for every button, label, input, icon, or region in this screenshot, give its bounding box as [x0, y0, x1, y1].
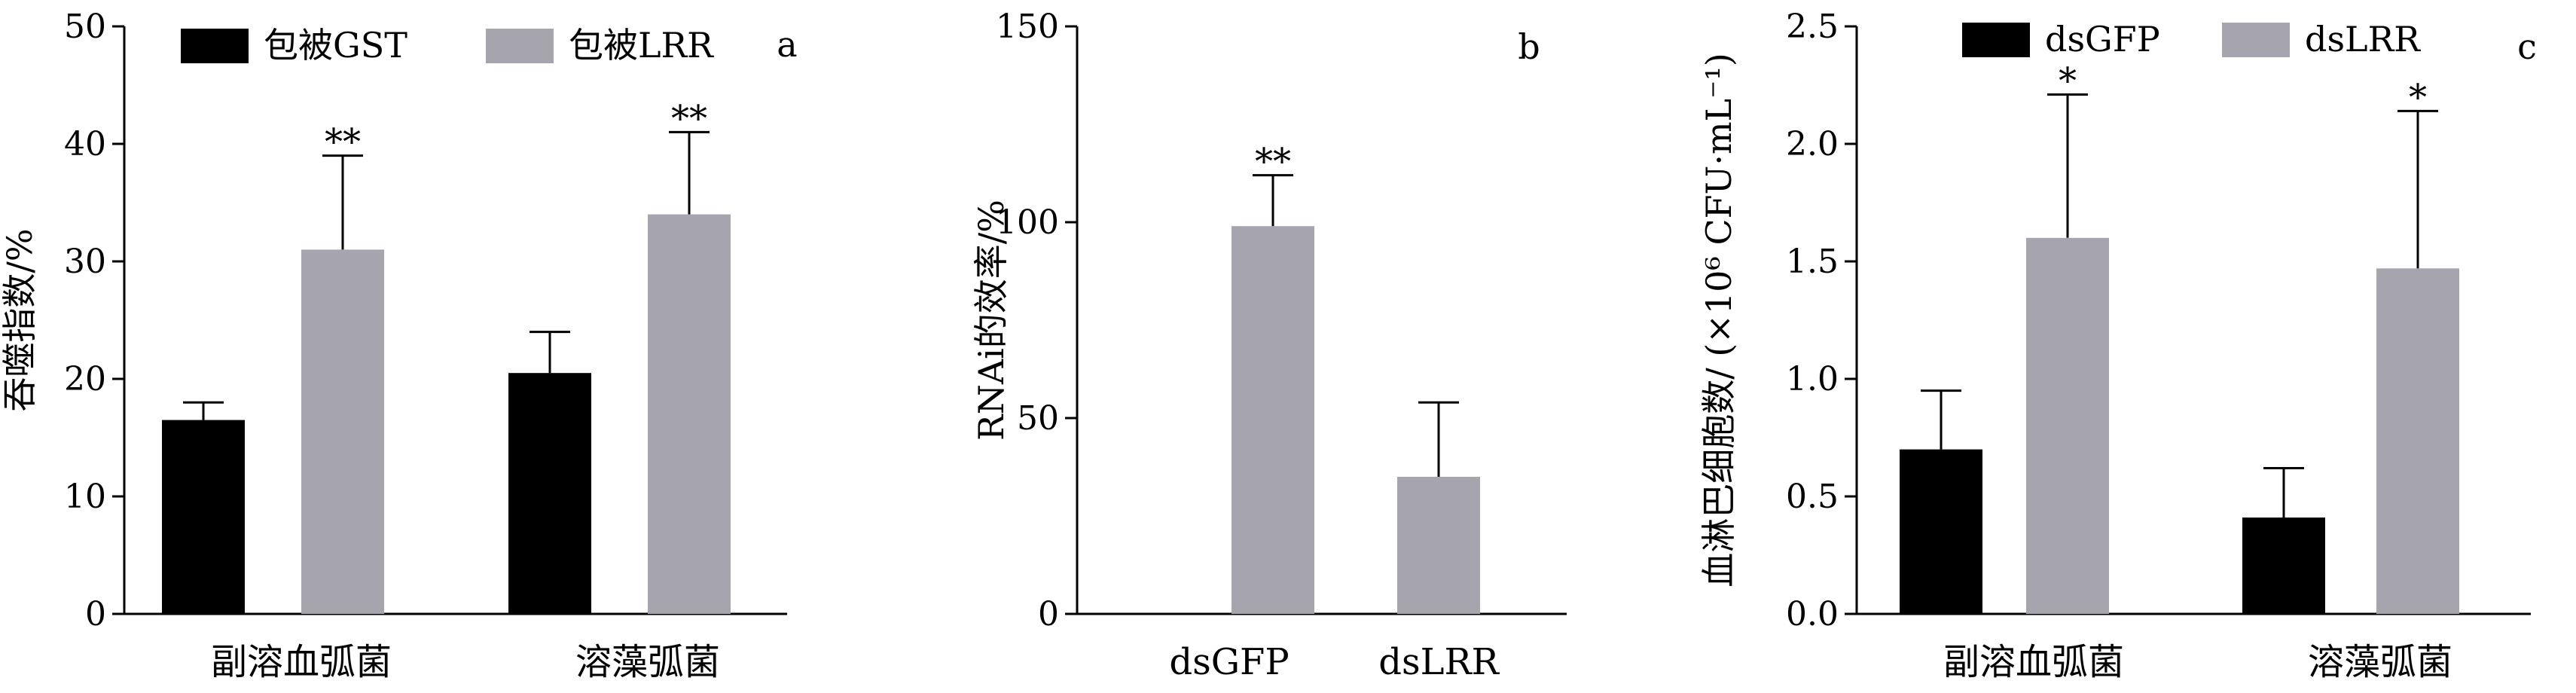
y-tick-label: 2.0	[1786, 125, 1839, 163]
bar-series-1	[508, 373, 591, 614]
significance-mark: *	[2059, 60, 2077, 102]
significance-mark: **	[325, 121, 361, 163]
significance-mark: **	[671, 97, 707, 139]
bar-series-1	[2242, 517, 2325, 614]
bar-series-2	[648, 214, 731, 615]
panel-a-bar-chart: 0 10 20 30 40 50 吞噬指数/% 副溶血弧菌 溶藻弧菌 ** ** 包被GST 包被LRR…	[0, 8, 798, 683]
y-tick-label: 1.0	[1786, 360, 1839, 398]
y-tick-label: 0.5	[1786, 478, 1839, 516]
bar	[1232, 226, 1314, 614]
panel-b-bar-chart: 0 50 100 150 RNAi的效率/% dsGFP dsLRR ** b	[971, 8, 1567, 683]
x-category-label: 溶藻弧菌	[575, 641, 720, 683]
panel-label: a	[777, 24, 797, 65]
y-tick-label: 0.0	[1786, 595, 1839, 633]
bar	[1397, 477, 1480, 614]
y-tick-label: 30	[64, 243, 106, 281]
y-tick-label: 0	[1038, 595, 1059, 633]
bar-series-2	[301, 249, 384, 614]
legend-swatch	[1962, 23, 2030, 57]
y-tick-label: 100	[996, 203, 1059, 242]
y-tick-label: 2.5	[1786, 8, 1839, 46]
y-tick-label: 40	[64, 125, 106, 163]
legend-label: dsLRR	[2305, 19, 2421, 60]
bar-series-2	[2376, 268, 2459, 614]
x-category-label: 溶藻弧菌	[2308, 641, 2452, 683]
x-category-label: dsGFP	[1169, 641, 1289, 683]
legend-label: dsGFP	[2045, 19, 2160, 60]
x-category-label: 副溶血弧菌	[211, 641, 392, 683]
y-tick-label: 50	[1017, 399, 1059, 438]
legend-label: 包被GST	[264, 25, 407, 66]
panel-label: b	[1518, 26, 1540, 67]
significance-mark: *	[2409, 76, 2427, 118]
y-tick-label: 10	[64, 478, 106, 516]
panel-c-bar-chart: 0.0 0.5 1.0 1.5 2.0 2.5 血淋巴细胞数/ (×10⁶ CFU·mL⁻¹…	[1699, 8, 2537, 683]
y-tick-label: 50	[64, 8, 106, 46]
y-axis-title: RNAi的效率/%	[971, 200, 1012, 441]
y-axis-title: 吞噬指数/%	[0, 228, 40, 411]
significance-mark: **	[1255, 141, 1291, 183]
panel-label: c	[2517, 26, 2537, 67]
bar-series-1	[162, 420, 245, 614]
y-tick-label: 150	[996, 8, 1059, 46]
x-category-label: 副溶血弧菌	[1943, 641, 2124, 683]
x-category-label: dsLRR	[1378, 641, 1500, 683]
bar-series-1	[1900, 449, 1982, 614]
legend-swatch	[181, 29, 249, 63]
y-tick-label: 20	[64, 360, 106, 398]
y-tick-label: 0	[85, 595, 106, 633]
y-axis-title: 血淋巴细胞数/ (×10⁶ CFU·mL⁻¹)	[1699, 53, 1739, 588]
bar-series-2	[2026, 237, 2109, 614]
y-tick-label: 1.5	[1786, 243, 1839, 281]
legend-swatch	[486, 29, 554, 63]
legend-label: 包被LRR	[569, 25, 714, 66]
legend-swatch	[2222, 23, 2290, 57]
